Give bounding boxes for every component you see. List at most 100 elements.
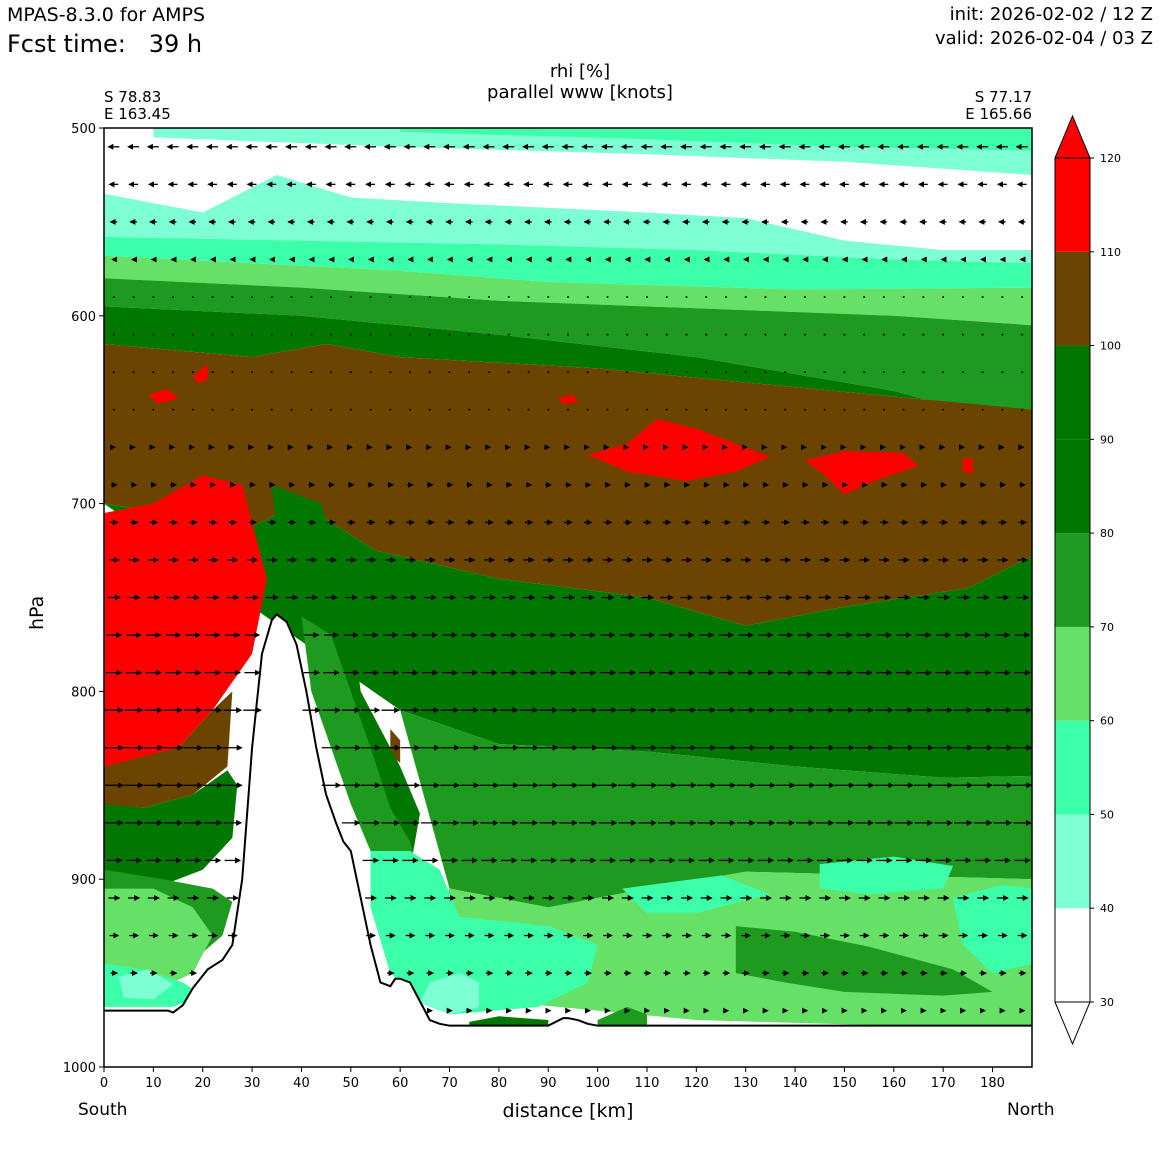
rhi-patch-100-110	[104, 691, 233, 808]
colorbar-segment	[1055, 251, 1090, 346]
wind-arrow	[369, 333, 372, 336]
wind-arrow	[981, 296, 984, 299]
wind-arrow	[882, 333, 885, 336]
wind-arrow	[330, 333, 333, 336]
wind-arrow	[488, 333, 491, 336]
colorbar-segment	[1055, 158, 1090, 252]
wind-arrow	[1001, 371, 1004, 374]
wind-arrow	[1021, 408, 1024, 411]
wind-arrow	[567, 296, 569, 299]
x-tick-label: 150	[832, 1076, 857, 1091]
wind-arrow	[527, 408, 530, 411]
x-tick-label: 100	[585, 1076, 610, 1091]
forecast-time: Fcst time: 39 h	[7, 30, 203, 58]
colorbar-max-extension	[1054, 114, 1091, 159]
colorbar-tick-label: 30	[1100, 996, 1114, 1009]
colorbar-min-extension	[1054, 1001, 1091, 1046]
wind-arrow	[112, 296, 115, 299]
wind-arrow	[251, 296, 254, 299]
wind-arrow	[586, 371, 589, 374]
rhi-patch-110-120	[804, 451, 919, 495]
wind-arrow	[705, 408, 708, 411]
colorbar-tick-label: 60	[1100, 715, 1114, 728]
wind-arrow	[645, 296, 648, 299]
wind-arrow	[744, 371, 747, 374]
wind-arrow	[132, 371, 135, 374]
right-end-lon: E 165.66	[965, 105, 1032, 123]
model-title: MPAS-8.3.0 for AMPS	[7, 4, 206, 26]
wind-arrow	[665, 371, 668, 374]
wind-arrow	[507, 408, 510, 411]
wind-arrow	[567, 333, 569, 336]
chart-title: rhi [%]	[549, 61, 611, 82]
wind-arrow	[843, 296, 846, 299]
left-end-lat: S 78.83	[104, 88, 162, 106]
wind-arrow	[724, 371, 727, 374]
wind-arrow	[922, 296, 925, 299]
x-tick-label: 160	[881, 1076, 906, 1091]
wind-arrow	[290, 371, 293, 374]
wind-arrow	[369, 296, 372, 299]
wind-arrow	[744, 333, 747, 336]
wind-arrow	[507, 296, 510, 299]
wind-arrow	[132, 296, 135, 299]
x-tick-label: 50	[343, 1076, 360, 1091]
wind-arrow	[310, 333, 313, 336]
wind-arrow	[823, 371, 826, 374]
wind-arrow	[507, 371, 510, 374]
wind-arrow	[803, 333, 806, 336]
wind-arrow	[606, 296, 609, 299]
wind-arrow	[705, 371, 708, 374]
colorbar-segment	[1055, 720, 1090, 815]
right-end-lat: S 77.17	[974, 88, 1032, 106]
wind-arrow	[330, 371, 333, 374]
wind-arrow	[389, 296, 392, 299]
wind-arrow	[389, 371, 392, 374]
wind-arrow	[290, 408, 293, 411]
wind-arrow	[922, 371, 925, 374]
wind-arrow	[784, 371, 787, 374]
colorbar-segment	[1055, 626, 1090, 721]
colorbar-tick-label: 40	[1100, 902, 1114, 915]
wind-arrow	[251, 408, 254, 411]
wind-arrow	[981, 408, 984, 411]
wind-arrow	[428, 333, 431, 336]
wind-arrow	[764, 333, 767, 336]
wind-arrow	[507, 333, 510, 336]
wind-arrow	[251, 371, 254, 374]
wind-arrow	[330, 408, 333, 411]
wind-arrow	[488, 408, 491, 411]
wind-arrow	[270, 296, 273, 299]
terrain-surface-line	[104, 613, 1032, 1027]
wind-arrow	[310, 408, 313, 411]
wind-arrow	[863, 333, 866, 336]
wind-arrow	[724, 408, 727, 411]
rhi-patch-110-120	[148, 389, 179, 405]
wind-arrow	[191, 371, 194, 374]
wind-arrow	[468, 333, 471, 336]
wind-arrow	[448, 408, 451, 411]
wind-arrow	[942, 333, 945, 336]
colorbar-tick-label: 50	[1100, 808, 1114, 821]
wind-arrow	[231, 371, 234, 374]
wind-arrow	[803, 371, 806, 374]
wind-arrow	[1001, 408, 1004, 411]
wind-arrow	[922, 333, 925, 336]
wind-arrow	[882, 296, 885, 299]
y-tick-label: 500	[71, 122, 96, 137]
wind-arrow	[665, 333, 668, 336]
wind-arrow	[586, 333, 589, 336]
wind-arrow	[172, 296, 175, 299]
wind-arrow	[645, 333, 648, 336]
wind-arrow	[152, 408, 155, 411]
wind-arrow	[468, 296, 471, 299]
colorbar-tick-label: 90	[1100, 433, 1114, 446]
wind-arrow	[428, 408, 431, 411]
rhi-patch-70-80	[735, 926, 993, 996]
wind-arrow	[112, 408, 115, 411]
wind-arrow	[191, 296, 194, 299]
wind-arrow	[823, 408, 826, 411]
wind-arrow	[349, 408, 352, 411]
rhi-band-80-100	[104, 306, 1032, 429]
